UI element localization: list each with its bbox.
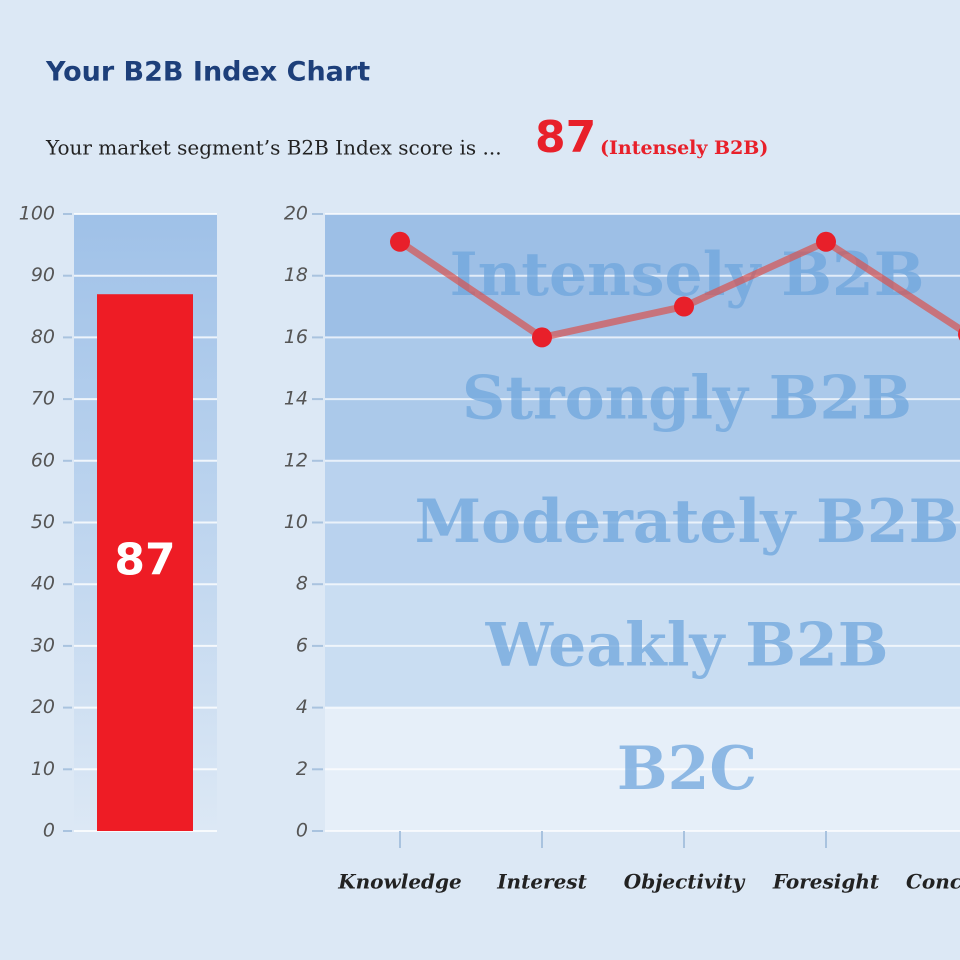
y-tick-label: 16	[284, 326, 308, 348]
y-tick-label: 14	[284, 388, 308, 410]
band-label: B2C	[617, 734, 757, 804]
y-tick-label: 4	[296, 696, 308, 718]
x-tick-label: Objectivity	[624, 870, 746, 894]
x-tick-label: Interest	[496, 870, 587, 894]
y-tick-label: 12	[284, 449, 308, 471]
point	[674, 296, 694, 317]
y-tick-label: 100	[19, 203, 55, 225]
subtitle: Your market segment’s B2B Index score is…	[45, 136, 502, 160]
score: 87	[535, 112, 596, 163]
band-label: Weakly B2B	[485, 610, 889, 680]
x-tick-label: Foresight	[772, 870, 880, 894]
y-tick-label: 0	[296, 820, 308, 842]
y-tick-label: 2	[296, 758, 308, 780]
band-label: Strongly B2B	[462, 364, 912, 434]
y-tick-label: 90	[31, 264, 55, 286]
y-tick-label: 40	[31, 573, 55, 595]
y-tick-label: 10	[31, 758, 55, 780]
y-tick-label: 6	[296, 634, 308, 656]
point	[390, 231, 410, 252]
y-tick-label: 18	[284, 264, 308, 286]
x-tick-label: Conc	[906, 870, 960, 894]
bar-value-label: 87	[114, 535, 175, 586]
y-tick-label: 60	[31, 449, 55, 471]
band-label: Moderately B2B	[415, 487, 960, 557]
x-tick-label: Knowledge	[337, 870, 462, 894]
y-tick-label: 50	[31, 511, 55, 533]
point	[532, 327, 552, 348]
y-tick-label: 0	[43, 820, 55, 842]
y-tick-label: 20	[31, 696, 55, 718]
y-tick-label: 80	[31, 326, 55, 348]
y-tick-label: 10	[284, 511, 308, 533]
y-tick-label: 30	[31, 634, 55, 656]
bar	[97, 294, 193, 832]
title: Your B2B Index Chart	[45, 57, 370, 88]
point	[816, 231, 836, 252]
y-tick-label: 8	[296, 573, 308, 595]
y-tick-label: 70	[31, 388, 55, 410]
rating: (Intensely B2B)	[600, 137, 768, 159]
y-tick-label: 20	[284, 203, 308, 225]
